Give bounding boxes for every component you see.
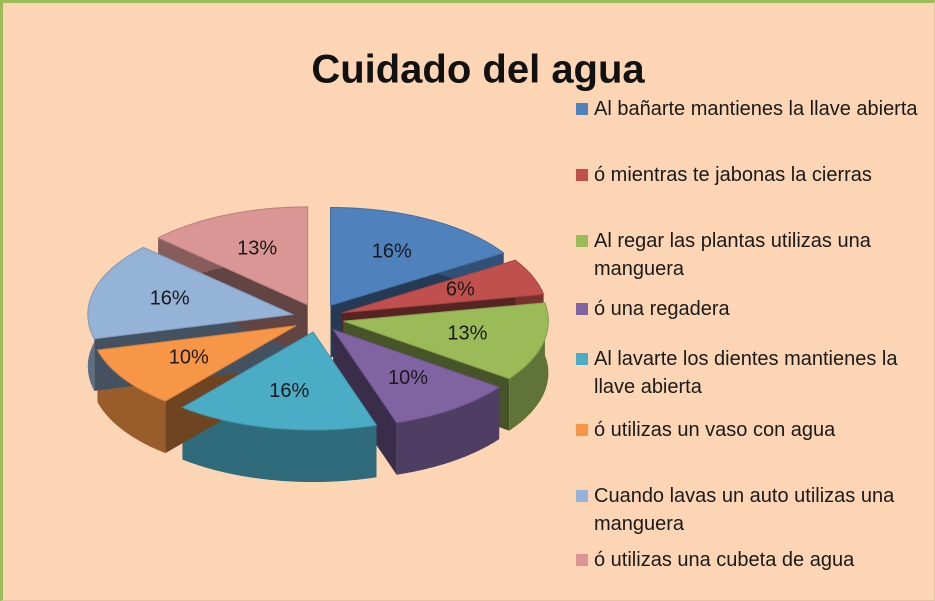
legend-swatch bbox=[576, 303, 588, 315]
pie-slice bbox=[332, 328, 501, 424]
legend-label: Cuando lavas un auto utilizas una mangue… bbox=[594, 485, 895, 535]
pie-slice bbox=[342, 259, 545, 314]
chart-title: Cuidado del agua bbox=[311, 48, 645, 92]
pie-slice bbox=[343, 302, 549, 380]
legend-label: Al bañarte mantienes la llave abierta bbox=[594, 98, 918, 120]
legend-swatch bbox=[576, 169, 588, 181]
legend-swatch bbox=[576, 235, 588, 247]
legend-label: ó mientras te jabonas la cierras bbox=[594, 164, 872, 186]
data-label: 10% bbox=[169, 347, 209, 369]
legend-swatch bbox=[576, 554, 588, 566]
legend-label: Al regar las plantas utilizas una mangue… bbox=[594, 230, 871, 280]
legend-swatch bbox=[576, 490, 588, 502]
slice-side bbox=[396, 387, 500, 475]
data-label: 13% bbox=[237, 237, 277, 259]
legend-entry: Al lavarte los dientes mantienes la llav… bbox=[576, 345, 926, 401]
data-label: 6% bbox=[446, 279, 475, 301]
slice-side bbox=[333, 329, 397, 475]
legend-entry: Cuando lavas un auto utilizas una mangue… bbox=[576, 482, 926, 538]
data-label: 10% bbox=[388, 367, 428, 389]
legend-label: Al lavarte los dientes mantienes la llav… bbox=[594, 348, 898, 398]
legend-entry: ó una regadera bbox=[576, 295, 926, 323]
data-label: 16% bbox=[150, 288, 190, 310]
legend-label: ó utilizas una cubeta de agua bbox=[594, 549, 855, 571]
legend-entry: ó utilizas un vaso con agua bbox=[576, 416, 926, 444]
data-label: 16% bbox=[372, 241, 412, 263]
legend-label: ó utilizas un vaso con agua bbox=[594, 419, 836, 441]
pie-slice bbox=[87, 246, 295, 340]
pie-slice bbox=[330, 206, 505, 307]
legend-swatch bbox=[576, 103, 588, 115]
pie-slice bbox=[96, 325, 297, 402]
legend-entry: ó mientras te jabonas la cierras bbox=[576, 161, 926, 189]
pie-slice bbox=[157, 206, 309, 306]
data-label: 13% bbox=[447, 323, 487, 345]
pie-slice bbox=[181, 331, 378, 431]
legend-entry: ó utilizas una cubeta de agua bbox=[576, 546, 926, 574]
legend-entry: Al regar las plantas utilizas una mangue… bbox=[576, 227, 926, 283]
slice-side bbox=[509, 302, 549, 431]
legend-swatch bbox=[576, 353, 588, 365]
legend-entry: Al bañarte mantienes la llave abierta bbox=[576, 95, 926, 123]
pie-tops bbox=[87, 206, 549, 431]
slice-side bbox=[182, 407, 377, 483]
legend-swatch bbox=[576, 424, 588, 436]
data-label: 16% bbox=[269, 380, 309, 402]
legend-label: ó una regadera bbox=[594, 298, 730, 320]
